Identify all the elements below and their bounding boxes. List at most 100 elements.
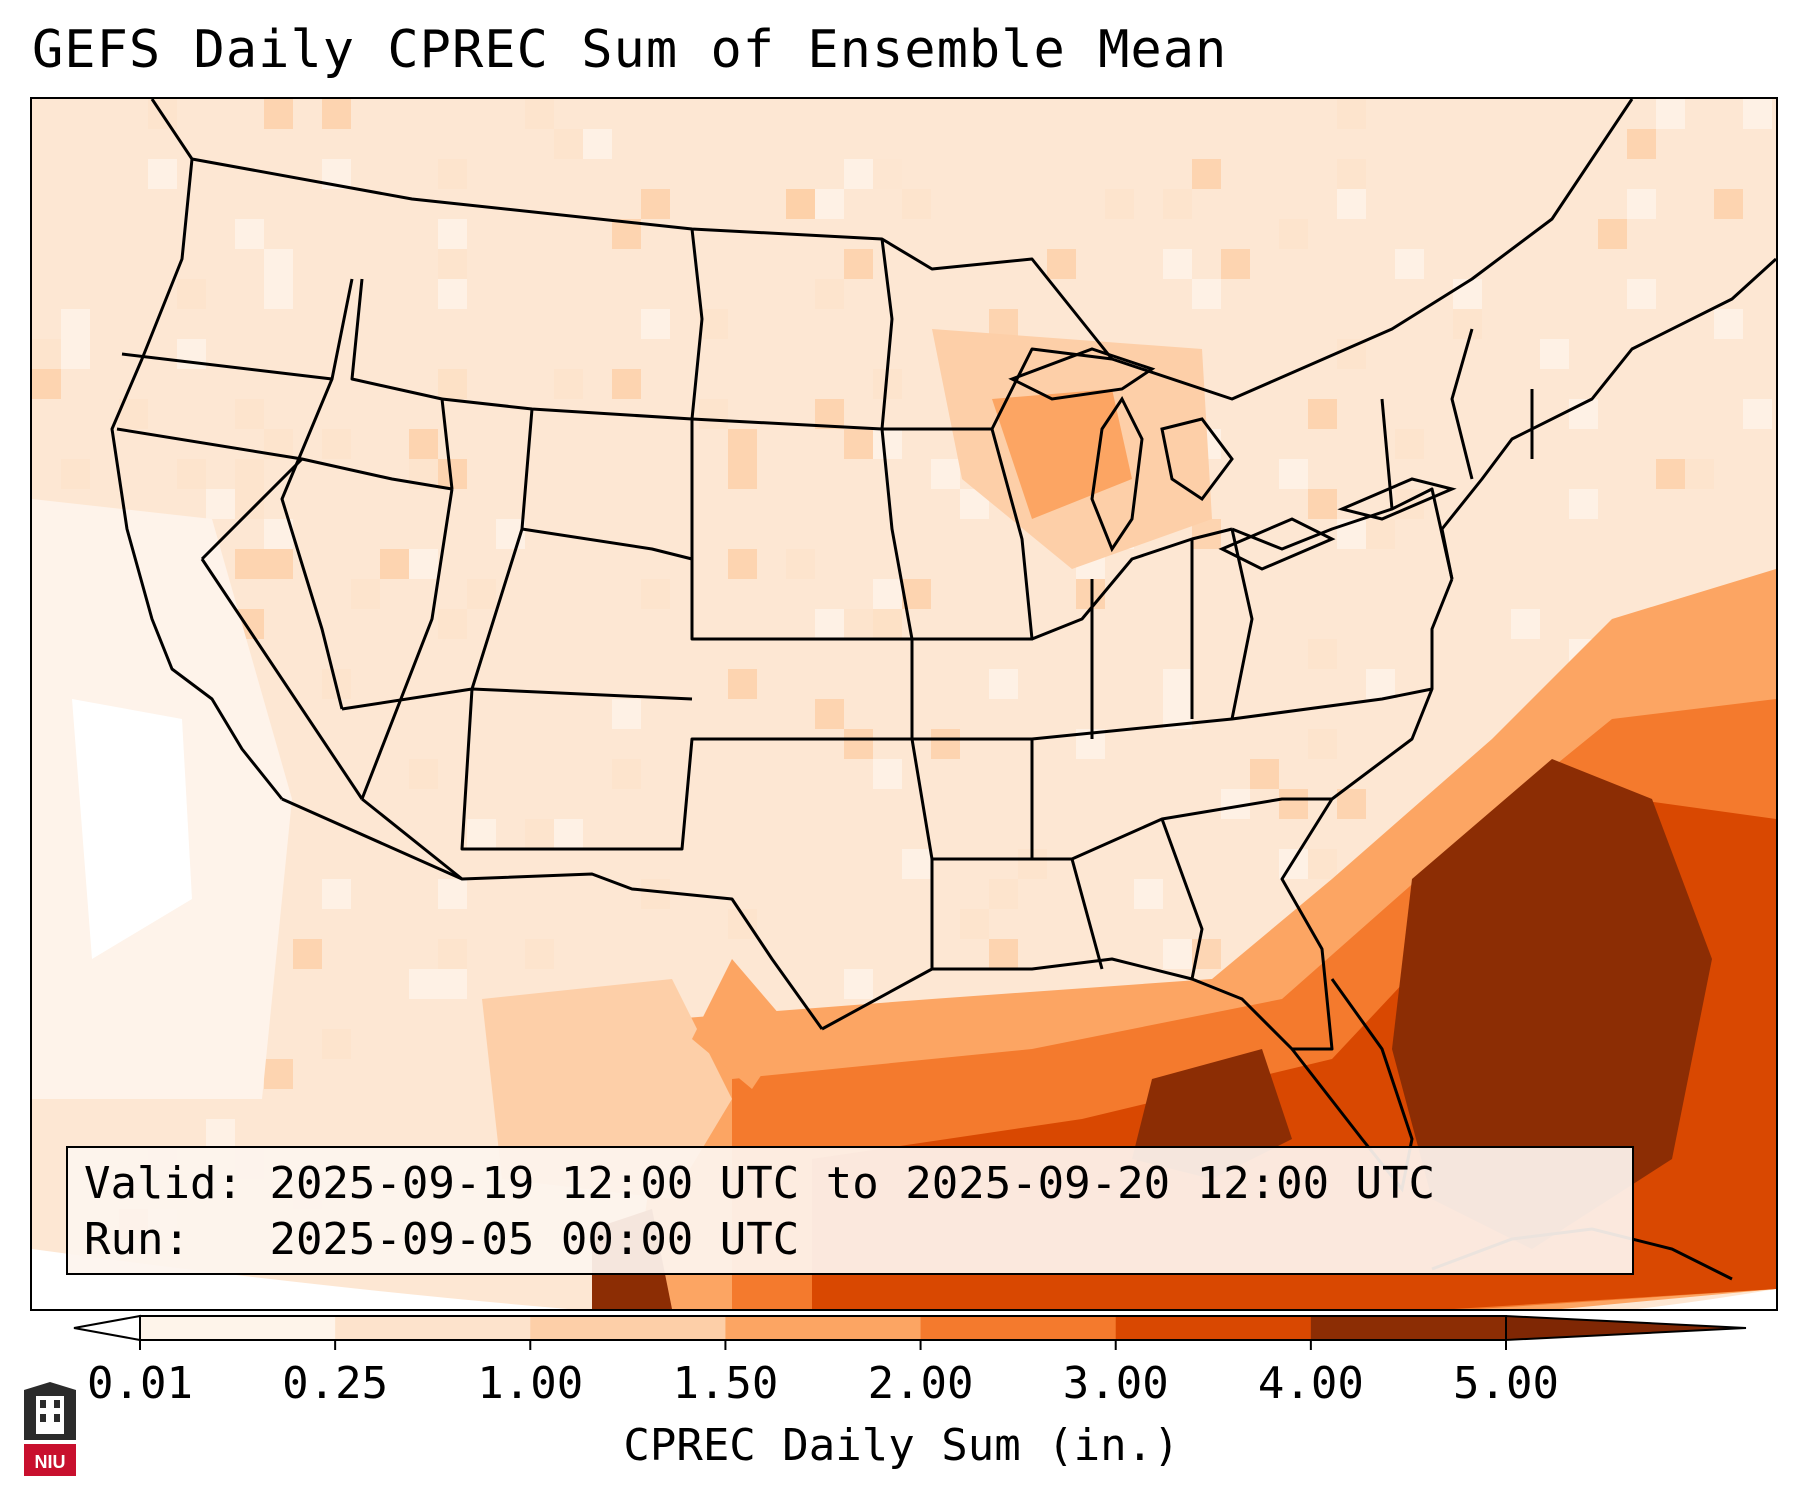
grid-cell (699, 309, 728, 339)
grid-cell (612, 759, 641, 789)
grid-cell (1308, 639, 1337, 669)
grid-cell (525, 939, 554, 969)
grid-cell (844, 429, 873, 459)
grid-cell (264, 279, 293, 309)
grid-cell (1337, 159, 1366, 189)
grid-cell (1105, 189, 1134, 219)
grid-cell (612, 699, 641, 729)
colorbar-tick-label: 2.00 (867, 1358, 974, 1409)
colorbar-segment (335, 1316, 531, 1340)
grid-cell (902, 189, 931, 219)
valid-label: Valid: (84, 1158, 243, 1209)
grid-cell (1163, 249, 1192, 279)
precip-heat-layer (32, 99, 1772, 1299)
grid-cell (641, 189, 670, 219)
colorbar-under-extension (73, 1314, 141, 1342)
grid-cell (699, 399, 728, 429)
colorbar-segment (140, 1316, 336, 1340)
grid-cell (438, 609, 467, 639)
grid-cell (1163, 939, 1192, 969)
grid-cell (177, 459, 206, 489)
grid-cell (1308, 849, 1337, 879)
grid-cell (206, 489, 235, 519)
colorbar-segment (1115, 1316, 1312, 1340)
grid-cell (844, 249, 873, 279)
grid-cell (1163, 189, 1192, 219)
grid-cell (1453, 279, 1482, 309)
grid-cell (1308, 729, 1337, 759)
colorbar-label: CPREC Daily Sum (in.) (623, 1420, 1180, 1471)
grid-cell (1627, 189, 1656, 219)
colorbar-tick-label: 1.00 (477, 1358, 584, 1409)
grid-cell (1279, 459, 1308, 489)
colorbar-segment (530, 1316, 726, 1340)
precip-map (30, 97, 1778, 1311)
grid-cell (786, 549, 815, 579)
grid-cell (844, 159, 873, 189)
grid-cell (902, 849, 931, 879)
grid-cell (61, 309, 90, 339)
grid-cell (1511, 609, 1540, 639)
grid-cell (409, 759, 438, 789)
grid-cell (554, 129, 583, 159)
valid-run-info-box: Valid: 2025-09-19 12:00 UTC to 2025-09-2… (66, 1146, 1634, 1275)
grid-cell (728, 669, 757, 699)
grid-cell (235, 219, 264, 249)
grid-cell (873, 429, 902, 459)
grid-cell (844, 969, 873, 999)
grid-cell (1221, 249, 1250, 279)
grid-cell (438, 249, 467, 279)
grid-cell (1656, 99, 1685, 129)
grid-cell (1685, 459, 1714, 489)
colorbar-segment (920, 1316, 1117, 1340)
grid-cell (844, 609, 873, 639)
grid-cell (235, 399, 264, 429)
colorbar-segment (725, 1316, 922, 1340)
grid-cell (1279, 789, 1308, 819)
grid-cell (409, 549, 438, 579)
grid-cell (873, 759, 902, 789)
grid-cell (641, 309, 670, 339)
grid-cell (1192, 279, 1221, 309)
grid-cell (554, 819, 583, 849)
grid-cell (438, 279, 467, 309)
grid-cell (380, 549, 409, 579)
grid-cell (177, 279, 206, 309)
grid-cell (235, 489, 264, 519)
colorbar-tick-label: 0.01 (87, 1358, 193, 1409)
grid-cell (960, 909, 989, 939)
grid-cell (438, 219, 467, 249)
grid-cell (1250, 759, 1279, 789)
chart-title: GEFS Daily CPREC Sum of Ensemble Mean (32, 20, 1228, 80)
colorbar-segment (1310, 1316, 1507, 1340)
grid-cell (409, 969, 438, 999)
grid-cell (931, 459, 960, 489)
grid-cell (235, 549, 264, 579)
grid-cell (612, 369, 641, 399)
grid-cell (873, 159, 902, 189)
grid-cell (815, 279, 844, 309)
run-line: Run: 2025-09-05 00:00 UTC (84, 1214, 799, 1265)
grid-cell (1047, 249, 1076, 279)
grid-cell (989, 939, 1018, 969)
grid-cell (1598, 219, 1627, 249)
grid-cell (1743, 99, 1772, 129)
grid-cell (322, 99, 351, 129)
grid-cell (322, 879, 351, 909)
niu-logo-text: NIU (35, 1452, 66, 1472)
colorbar-over-extension (1505, 1314, 1747, 1342)
grid-cell (815, 609, 844, 639)
niu-logo-icon: NIU (24, 1382, 76, 1476)
grid-cell (989, 669, 1018, 699)
great-lakes (1008, 347, 1457, 571)
grid-cell (1308, 489, 1337, 519)
grid-cell (1279, 219, 1308, 249)
grid-cell (467, 579, 496, 609)
grid-cell (873, 609, 902, 639)
grid-cell (525, 819, 554, 849)
colorbar-tick-label: 3.00 (1062, 1358, 1169, 1409)
grid-cell (1163, 669, 1192, 699)
grid-cell (525, 99, 554, 129)
grid-cell (728, 549, 757, 579)
grid-cell (1395, 429, 1424, 459)
